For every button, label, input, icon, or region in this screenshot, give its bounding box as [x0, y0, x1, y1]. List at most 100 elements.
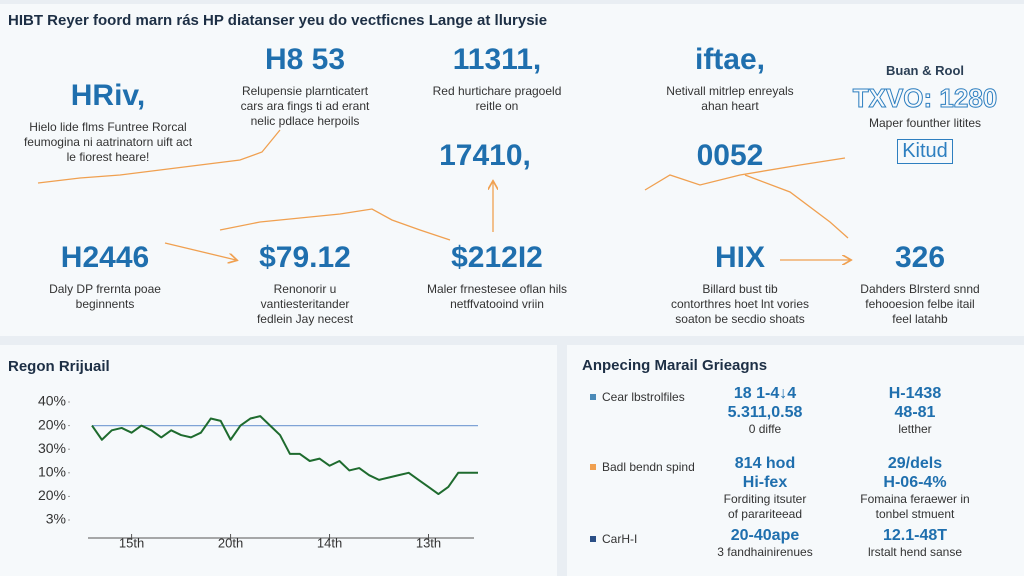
page-title: HIBT Reyer foord marn rás HP diatanser y… — [8, 12, 548, 29]
kpi-note: netffvatooind vriin — [450, 297, 544, 311]
row-column: 18 1-4↓4 5.311,0.58 0 diffe — [690, 384, 840, 437]
kpi-value: 326 — [894, 241, 946, 274]
row-value: 18 1-4↓4 — [733, 385, 797, 402]
kpi-note: Renonorir u — [273, 282, 337, 296]
line-chart: Regon Rrijuail 40% 20% 30% 10% 20% 3% 15th 20th 1… — [8, 358, 478, 550]
row-note: tonbel stmuent — [875, 507, 955, 521]
kpi-value: $212I2 — [451, 241, 543, 274]
kpi-card: $212I2 Maler frnestesee oflan hils netffva… — [377, 240, 617, 312]
row-column: H-1438 48-81 letther — [840, 384, 990, 437]
y-tick-label: 3% — [46, 511, 66, 527]
deco-line — [37, 129, 281, 184]
kpi-note: Netivall mitrlep enreyals — [666, 84, 794, 98]
row-label: CarH-I — [602, 532, 638, 546]
kpi-note: Billard bust tib — [702, 282, 778, 296]
row-label: Badl bendn spind — [602, 460, 695, 474]
x-tick-label: 13th — [416, 535, 441, 550]
kpi-note: Hielo lide flms Funtree Rorcal — [29, 120, 187, 134]
row-note: of parariteead — [727, 507, 803, 521]
kpi-note: Maler frnestesee oflan hils — [426, 282, 568, 296]
y-tick-label: 40% — [38, 393, 66, 409]
kpi-label: Buan & Rool — [886, 63, 964, 78]
kpi-value: H8 53 — [264, 43, 346, 76]
kpi-note: Relupensie plarnticatert — [241, 84, 369, 98]
kpi-card: H2446 Daly DP frernta poae beginnents — [0, 240, 225, 312]
kpi-card: H8 53 Relupensie plarnticatert cars ara fi… — [185, 42, 425, 129]
row-marker — [590, 394, 596, 400]
kpi-card: 326 Dahders Blrsterd snnd fehooesion felbe… — [800, 240, 1024, 327]
kpi-card: $79.12 Renonorir u vantiesteritander fedlei… — [185, 240, 425, 327]
x-tick-label: 14th — [317, 535, 342, 550]
kpi-value: H2446 — [60, 241, 150, 274]
kpi-note: ahan heart — [701, 99, 759, 113]
row-note: 3 fandhainirenues — [717, 545, 813, 559]
list-panel — [567, 345, 1024, 576]
kpi-value: HIX — [714, 241, 765, 274]
deco-line — [744, 174, 849, 239]
row-value: 48-81 — [894, 404, 936, 421]
kpi-note: Maper founther litites — [868, 116, 982, 130]
kpi-note: Daly DP frernta poae — [49, 282, 161, 296]
x-tick-label: 15th — [119, 535, 144, 550]
kpi-note: fedlein Jay necest — [256, 312, 354, 326]
row-value: Hi-fex — [742, 474, 788, 491]
row-note: Fomaina feraewer in — [860, 492, 970, 506]
row-note: lrstalt hend sanse — [867, 545, 963, 559]
y-tick-label: 20% — [38, 416, 66, 432]
kpi-card: iftae, Netivall mitrlep enreyals ahan hear… — [610, 42, 850, 114]
kpi-note: soaton be secdio shoats — [675, 312, 805, 326]
row-value: H-06-4% — [883, 474, 947, 491]
kpi-card: 0052 — [610, 138, 850, 174]
row-marker — [590, 464, 596, 470]
kpi-note: reitle on — [475, 99, 519, 113]
x-tick-label: 20th — [218, 535, 243, 550]
kpi-value: TXVO: 1280 — [852, 83, 998, 114]
kpi-note: beginnents — [75, 297, 135, 311]
kpi-value: 11311, — [452, 43, 542, 76]
kpi-note: Red hurtichare pragoeld — [432, 84, 562, 98]
y-tick-label: 30% — [38, 440, 66, 456]
kpi-note: feel latahb — [892, 312, 948, 326]
deco-line — [219, 208, 451, 241]
y-tick-label: 20% — [38, 487, 66, 503]
row-value: 814 hod — [734, 455, 796, 472]
row-label: Cear lbstrolfiles — [602, 390, 685, 404]
kpi-card: HRiv, Hielo lide flms Funtree Rorcal feumo… — [0, 78, 228, 165]
kpi-note: contorthres hoet lnt vories — [670, 297, 810, 311]
row-column: 814 hod Hi-fex Forditing itsuter of pararit… — [690, 454, 840, 522]
kpi-note: Dahders Blrsterd snnd — [860, 282, 980, 296]
arrow — [164, 242, 236, 260]
row-note: letther — [898, 422, 932, 436]
kpi-value: 0052 — [696, 139, 764, 172]
decorations — [37, 129, 850, 260]
y-tick-label: 10% — [38, 464, 66, 480]
kpi-value: iftae, — [694, 43, 766, 76]
row-column: 29/dels H-06-4% Fomaina feraewer in tonbel … — [840, 454, 990, 522]
row-column: 20-40ape 3 fandhainirenues — [690, 526, 840, 560]
kpi-value: 17410, — [439, 139, 531, 172]
chart-title: Regon Rrijuail — [8, 358, 110, 375]
row-marker — [590, 536, 596, 542]
kpi-card: HIX Billard bust tib contorthres hoet lnt … — [620, 240, 860, 327]
kpi-panel — [0, 4, 1024, 336]
row-value: H-1438 — [888, 385, 942, 402]
kpi-card: 17410, — [365, 138, 605, 174]
kpi-tag-wrap: Kitud — [805, 131, 1024, 164]
row-column: 12.1-48T lrstalt hend sanse — [840, 526, 990, 560]
kpi-note: vantiesteritander — [260, 297, 350, 311]
row-value: 29/dels — [887, 455, 943, 472]
kpi-value: HRiv, — [70, 79, 146, 112]
row-value: 20-40ape — [730, 527, 800, 544]
row-value: 12.1-48T — [882, 527, 948, 544]
kpi-note: cars ara fings ti ad erant — [240, 99, 370, 113]
list-title: Anpecing Marail Grieagns — [582, 357, 768, 374]
series-line — [91, 415, 478, 496]
kpi-note: le fiorest heare! — [66, 150, 150, 164]
kpi-tag: Kitud — [897, 139, 953, 164]
row-note: Forditing itsuter — [723, 492, 807, 506]
kpi-card: Buan & Rool TXVO: 1280 Maper founther liti… — [805, 62, 1024, 164]
kpi-note: fehooesion felbe itail — [865, 297, 975, 311]
deco-line — [644, 157, 846, 191]
